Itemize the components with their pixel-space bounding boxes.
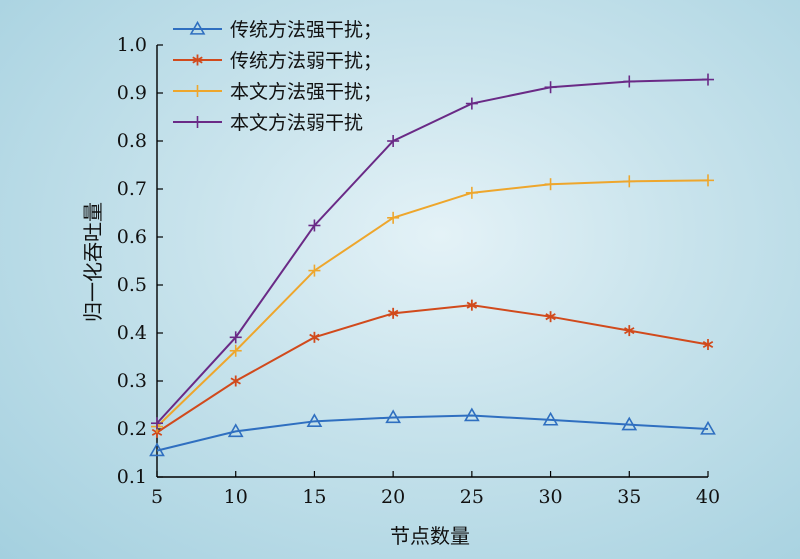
data-point [542, 411, 559, 426]
series-line [156, 78, 709, 424]
legend-entry: 本文方法弱干扰 [173, 112, 363, 134]
series-line [156, 414, 709, 452]
x-axis-label: 节点数量 [390, 524, 470, 548]
data-point [544, 81, 557, 94]
axes: 0.1 0.2 0.3 0.4 0.5 0.6 0.7 0.8 0.9 1.0 5 10 15 20 25 3… [117, 34, 720, 508]
y-tick-label: 0.6 [117, 226, 147, 248]
data-point [308, 264, 321, 277]
legend-label: 传统方法弱干扰； [230, 50, 382, 72]
series-3 [151, 174, 714, 433]
y-tick-label: 1.0 [117, 34, 147, 56]
legend-label: 本文方法弱干扰 [230, 112, 363, 134]
data-point [623, 175, 636, 188]
data-point [230, 375, 241, 387]
legend-label: 本文方法强干扰； [230, 81, 382, 103]
data-point [702, 73, 714, 86]
legend: 传统方法强干扰； 传统方法弱干扰； 本文方法强干扰； 本文方法弱干扰 [173, 19, 382, 134]
x-tick-label: 35 [617, 486, 641, 508]
series-1 [149, 407, 716, 457]
y-tick-label: 0.9 [117, 82, 147, 104]
data-point [702, 339, 714, 351]
data-point [466, 299, 478, 311]
x-tick-label: 25 [460, 486, 484, 508]
legend-label: 传统方法强干扰； [230, 19, 382, 41]
data-point [545, 311, 556, 323]
x-tick-label: 10 [224, 486, 248, 508]
x-tick-label: 40 [696, 486, 720, 508]
data-point [623, 75, 636, 88]
series-layer [149, 73, 716, 457]
data-point [227, 423, 244, 438]
data-point [308, 219, 321, 232]
data-point [465, 186, 478, 199]
series-4 [151, 73, 714, 430]
x-tick-label: 30 [538, 486, 562, 508]
data-point [624, 325, 635, 337]
series-line [156, 179, 709, 428]
x-tick-label: 5 [151, 486, 163, 508]
data-point [151, 417, 163, 430]
data-point [463, 407, 480, 422]
data-point [465, 97, 478, 110]
data-point [229, 331, 242, 344]
y-tick-label: 0.2 [117, 418, 147, 440]
legend-marker [191, 85, 204, 97]
y-tick-label: 0.1 [117, 466, 147, 488]
data-point [306, 413, 323, 427]
legend-marker [192, 54, 203, 66]
y-tick-label: 0.8 [117, 130, 147, 152]
data-point [702, 174, 714, 187]
legend-entry: 传统方法弱干扰； [173, 50, 382, 72]
data-point [544, 178, 557, 191]
data-point [309, 331, 320, 343]
data-point [621, 416, 638, 431]
data-point [385, 409, 402, 424]
y-axis-label: 归一化吞吐量 [81, 202, 105, 322]
data-point [387, 211, 400, 224]
y-tick-label: 0.5 [117, 274, 147, 296]
data-point [387, 307, 399, 319]
data-point [149, 442, 165, 457]
data-point [229, 344, 242, 357]
x-tick-label: 20 [381, 486, 405, 508]
legend-marker [191, 116, 204, 128]
series-2 [151, 299, 714, 438]
legend-marker [189, 20, 206, 35]
legend-entry: 本文方法强干扰； [173, 81, 382, 103]
legend-entry: 传统方法强干扰； [173, 19, 382, 41]
x-tick-label: 15 [302, 486, 326, 508]
y-tick-label: 0.4 [117, 322, 147, 344]
data-point [700, 420, 716, 435]
series-line [156, 304, 709, 434]
data-point [387, 135, 400, 147]
y-tick-label: 0.3 [117, 370, 147, 392]
y-tick-label: 0.7 [117, 178, 147, 200]
